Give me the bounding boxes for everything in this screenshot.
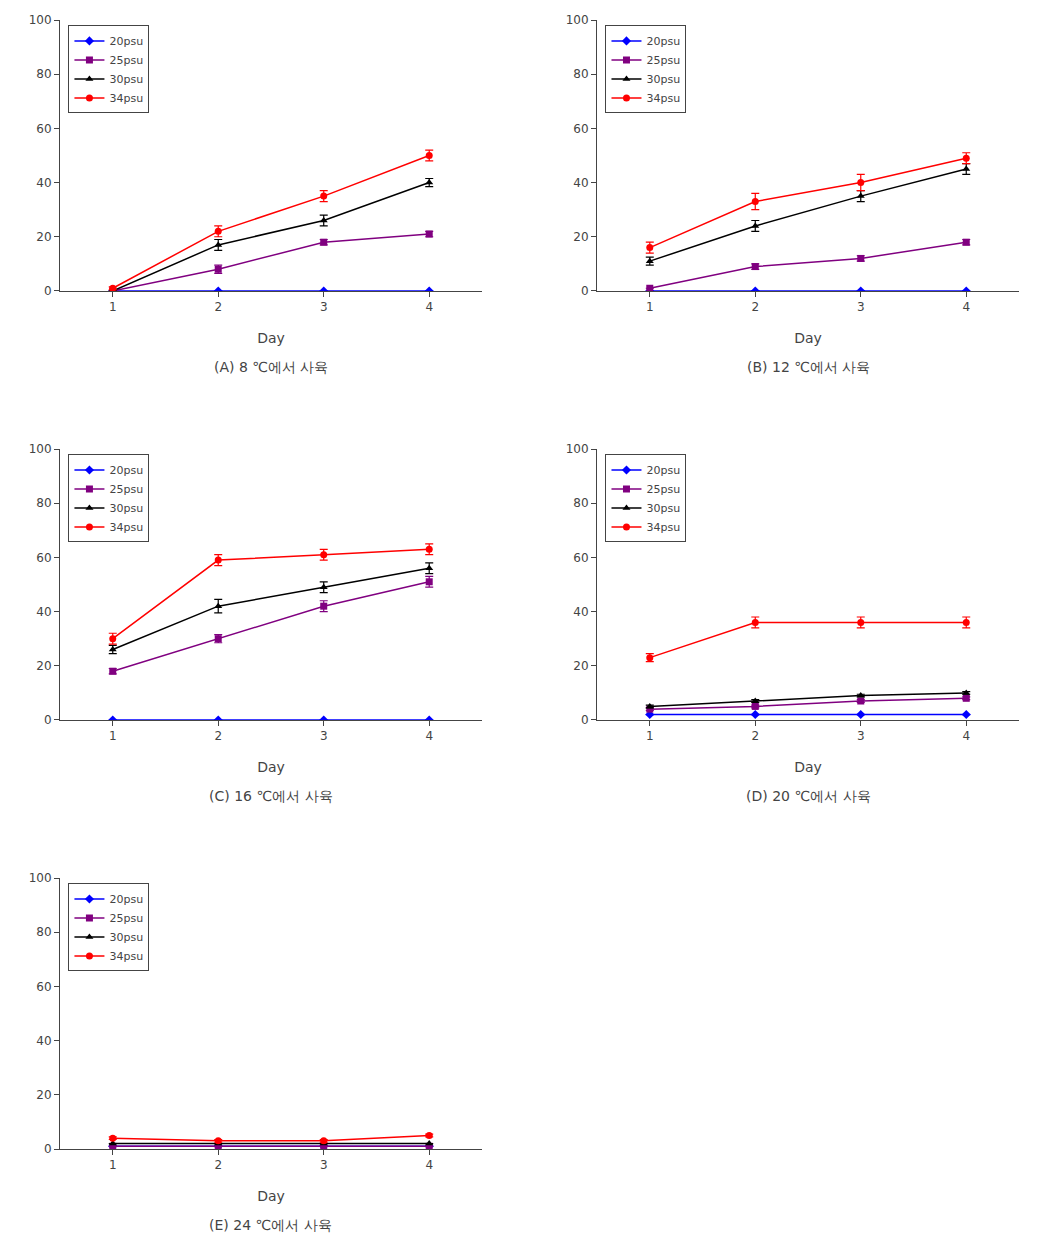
svg-text:80: 80 bbox=[36, 925, 51, 939]
svg-text:0: 0 bbox=[44, 713, 52, 727]
svg-text:100: 100 bbox=[29, 13, 52, 27]
svg-text:80: 80 bbox=[36, 496, 51, 510]
svg-text:4: 4 bbox=[425, 729, 433, 743]
svg-text:20: 20 bbox=[36, 659, 51, 673]
svg-text:60: 60 bbox=[36, 122, 51, 136]
svg-text:4: 4 bbox=[425, 1158, 433, 1172]
svg-text:(D) 20 ℃에서 사육: (D) 20 ℃에서 사육 bbox=[746, 788, 871, 804]
svg-text:100: 100 bbox=[566, 13, 589, 27]
svg-text:3: 3 bbox=[857, 729, 865, 743]
svg-text:40: 40 bbox=[36, 1034, 51, 1048]
svg-text:30psu: 30psu bbox=[646, 73, 680, 86]
svg-text:(B) 12 ℃에서 사육: (B) 12 ℃에서 사육 bbox=[747, 359, 870, 375]
svg-text:40: 40 bbox=[573, 605, 588, 619]
svg-text:25psu: 25psu bbox=[646, 54, 680, 67]
svg-text:2: 2 bbox=[751, 300, 759, 314]
svg-text:20: 20 bbox=[573, 659, 588, 673]
svg-text:20: 20 bbox=[36, 1088, 51, 1102]
svg-text:2: 2 bbox=[214, 300, 222, 314]
svg-text:1: 1 bbox=[646, 300, 654, 314]
svg-text:25psu: 25psu bbox=[109, 54, 143, 67]
svg-text:34psu: 34psu bbox=[109, 92, 143, 105]
svg-text:80: 80 bbox=[573, 67, 588, 81]
svg-text:1: 1 bbox=[109, 300, 117, 314]
svg-text:1: 1 bbox=[109, 729, 117, 743]
svg-text:0: 0 bbox=[581, 284, 589, 298]
svg-text:40: 40 bbox=[36, 605, 51, 619]
svg-text:(E) 24 ℃에서 사육: (E) 24 ℃에서 사육 bbox=[209, 1217, 332, 1233]
svg-text:34psu: 34psu bbox=[109, 950, 143, 963]
svg-text:20: 20 bbox=[573, 230, 588, 244]
svg-text:1: 1 bbox=[646, 729, 654, 743]
svg-text:4: 4 bbox=[962, 729, 970, 743]
svg-text:20psu: 20psu bbox=[109, 35, 143, 48]
svg-text:2: 2 bbox=[214, 1158, 222, 1172]
svg-text:60: 60 bbox=[573, 122, 588, 136]
svg-text:34psu: 34psu bbox=[646, 92, 680, 105]
svg-text:30psu: 30psu bbox=[109, 73, 143, 86]
svg-text:4: 4 bbox=[962, 300, 970, 314]
svg-text:40: 40 bbox=[36, 176, 51, 190]
svg-text:1: 1 bbox=[109, 1158, 117, 1172]
svg-text:34psu: 34psu bbox=[646, 521, 680, 534]
svg-text:30psu: 30psu bbox=[109, 931, 143, 944]
svg-text:2: 2 bbox=[751, 729, 759, 743]
svg-text:3: 3 bbox=[320, 300, 328, 314]
svg-text:60: 60 bbox=[36, 980, 51, 994]
svg-text:100: 100 bbox=[566, 442, 589, 456]
svg-text:3: 3 bbox=[320, 729, 328, 743]
svg-text:25psu: 25psu bbox=[646, 483, 680, 496]
svg-text:20psu: 20psu bbox=[109, 464, 143, 477]
svg-text:0: 0 bbox=[44, 1142, 52, 1156]
svg-text:20: 20 bbox=[36, 230, 51, 244]
svg-text:30psu: 30psu bbox=[646, 502, 680, 515]
svg-text:(A) 8 ℃에서 사육: (A) 8 ℃에서 사육 bbox=[214, 359, 328, 375]
svg-text:20psu: 20psu bbox=[646, 464, 680, 477]
svg-text:0: 0 bbox=[44, 284, 52, 298]
svg-text:Day: Day bbox=[257, 330, 285, 346]
svg-text:3: 3 bbox=[857, 300, 865, 314]
svg-text:20psu: 20psu bbox=[646, 35, 680, 48]
svg-text:30psu: 30psu bbox=[109, 502, 143, 515]
svg-text:Day: Day bbox=[257, 759, 285, 775]
svg-text:25psu: 25psu bbox=[109, 483, 143, 496]
svg-text:3: 3 bbox=[320, 1158, 328, 1172]
svg-text:20psu: 20psu bbox=[109, 893, 143, 906]
svg-text:40: 40 bbox=[573, 176, 588, 190]
svg-text:34psu: 34psu bbox=[109, 521, 143, 534]
svg-text:25psu: 25psu bbox=[109, 912, 143, 925]
svg-text:(C) 16 ℃에서 사육: (C) 16 ℃에서 사육 bbox=[209, 788, 333, 804]
svg-text:2: 2 bbox=[214, 729, 222, 743]
svg-text:60: 60 bbox=[36, 551, 51, 565]
svg-text:Day: Day bbox=[794, 330, 822, 346]
svg-text:100: 100 bbox=[29, 871, 52, 885]
svg-text:4: 4 bbox=[425, 300, 433, 314]
svg-text:Day: Day bbox=[257, 1188, 285, 1204]
svg-text:Day: Day bbox=[794, 759, 822, 775]
svg-text:100: 100 bbox=[29, 442, 52, 456]
svg-text:80: 80 bbox=[36, 67, 51, 81]
svg-text:0: 0 bbox=[581, 713, 589, 727]
svg-text:60: 60 bbox=[573, 551, 588, 565]
svg-text:80: 80 bbox=[573, 496, 588, 510]
